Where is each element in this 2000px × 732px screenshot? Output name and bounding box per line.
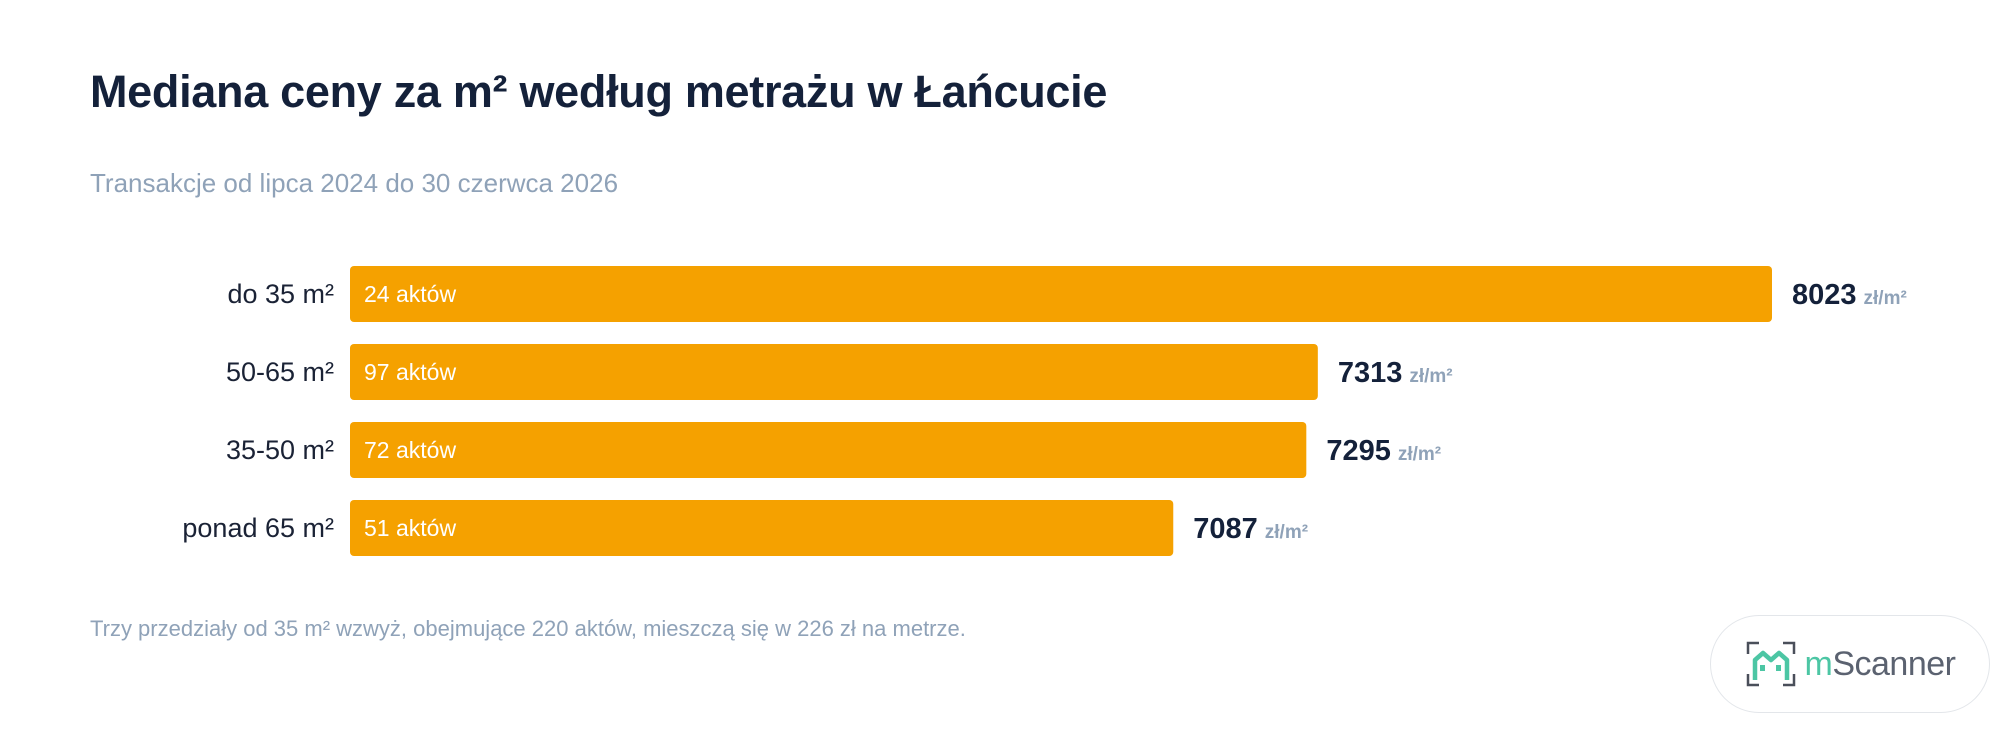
category-label: 35-50 m² [226,435,334,465]
chart-title: Mediana ceny za m² według metrażu w Łańc… [90,66,1108,117]
bar-count-label: 72 aktów [364,437,456,463]
chart-subtitle: Transakcje od lipca 2024 do 30 czerwca 2… [90,168,619,198]
value-unit: zł/m² [1864,288,1907,309]
bar-chart: do 35 m² 24 aktów 8023 zł/m² 50-65 m² 97 aktó… [182,266,1907,556]
logo-wordmark: mScanner [1804,644,1956,683]
value-label: 8023 zł/m² [1792,279,1907,311]
category-label: 50-65 m² [226,357,334,387]
value-label: 7087 zł/m² [1193,513,1308,545]
footer-note: Trzy przedziały od 35 m² wzwyż, obejmują… [90,616,966,641]
category-label: ponad 65 m² [182,513,334,543]
bar-count-label: 24 aktów [364,281,456,307]
bar-count-label: 51 aktów [364,515,456,541]
value-unit: zł/m² [1409,366,1452,387]
bar [350,500,1174,556]
value-number: 7313 [1338,357,1403,389]
bar [350,266,1772,322]
value-label: 7313 zł/m² [1338,357,1453,389]
value-number: 7087 [1193,513,1258,545]
value-unit: zł/m² [1398,444,1441,465]
category-label: do 35 m² [227,279,334,309]
value-label: 7295 zł/m² [1326,435,1441,467]
bar [350,344,1318,400]
bar-count-label: 97 aktów [364,359,456,385]
value-number: 7295 [1326,435,1391,467]
value-number: 8023 [1792,279,1857,311]
house-scanner-icon [1746,641,1795,687]
mscanner-logo: mScanner [1710,615,1990,713]
bar [350,422,1307,478]
value-unit: zł/m² [1265,522,1308,543]
